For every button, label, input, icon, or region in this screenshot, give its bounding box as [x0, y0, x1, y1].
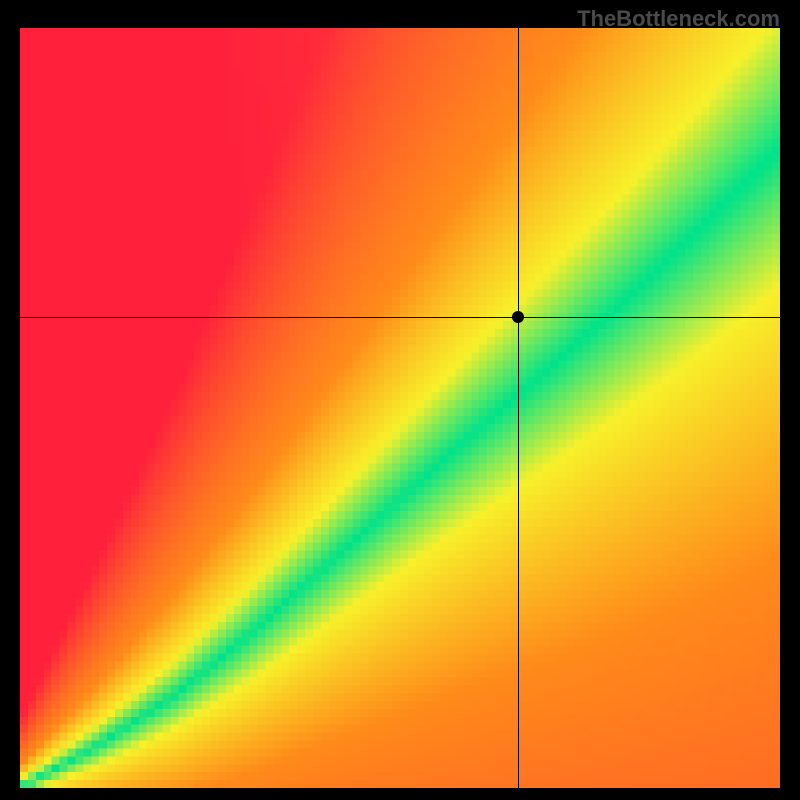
crosshair-vertical: [518, 28, 519, 788]
watermark-text: TheBottleneck.com: [577, 6, 780, 32]
crosshair-horizontal: [20, 317, 780, 318]
heatmap-canvas: [20, 28, 780, 788]
crosshair-marker: [512, 311, 524, 323]
heatmap-plot: [20, 28, 780, 788]
